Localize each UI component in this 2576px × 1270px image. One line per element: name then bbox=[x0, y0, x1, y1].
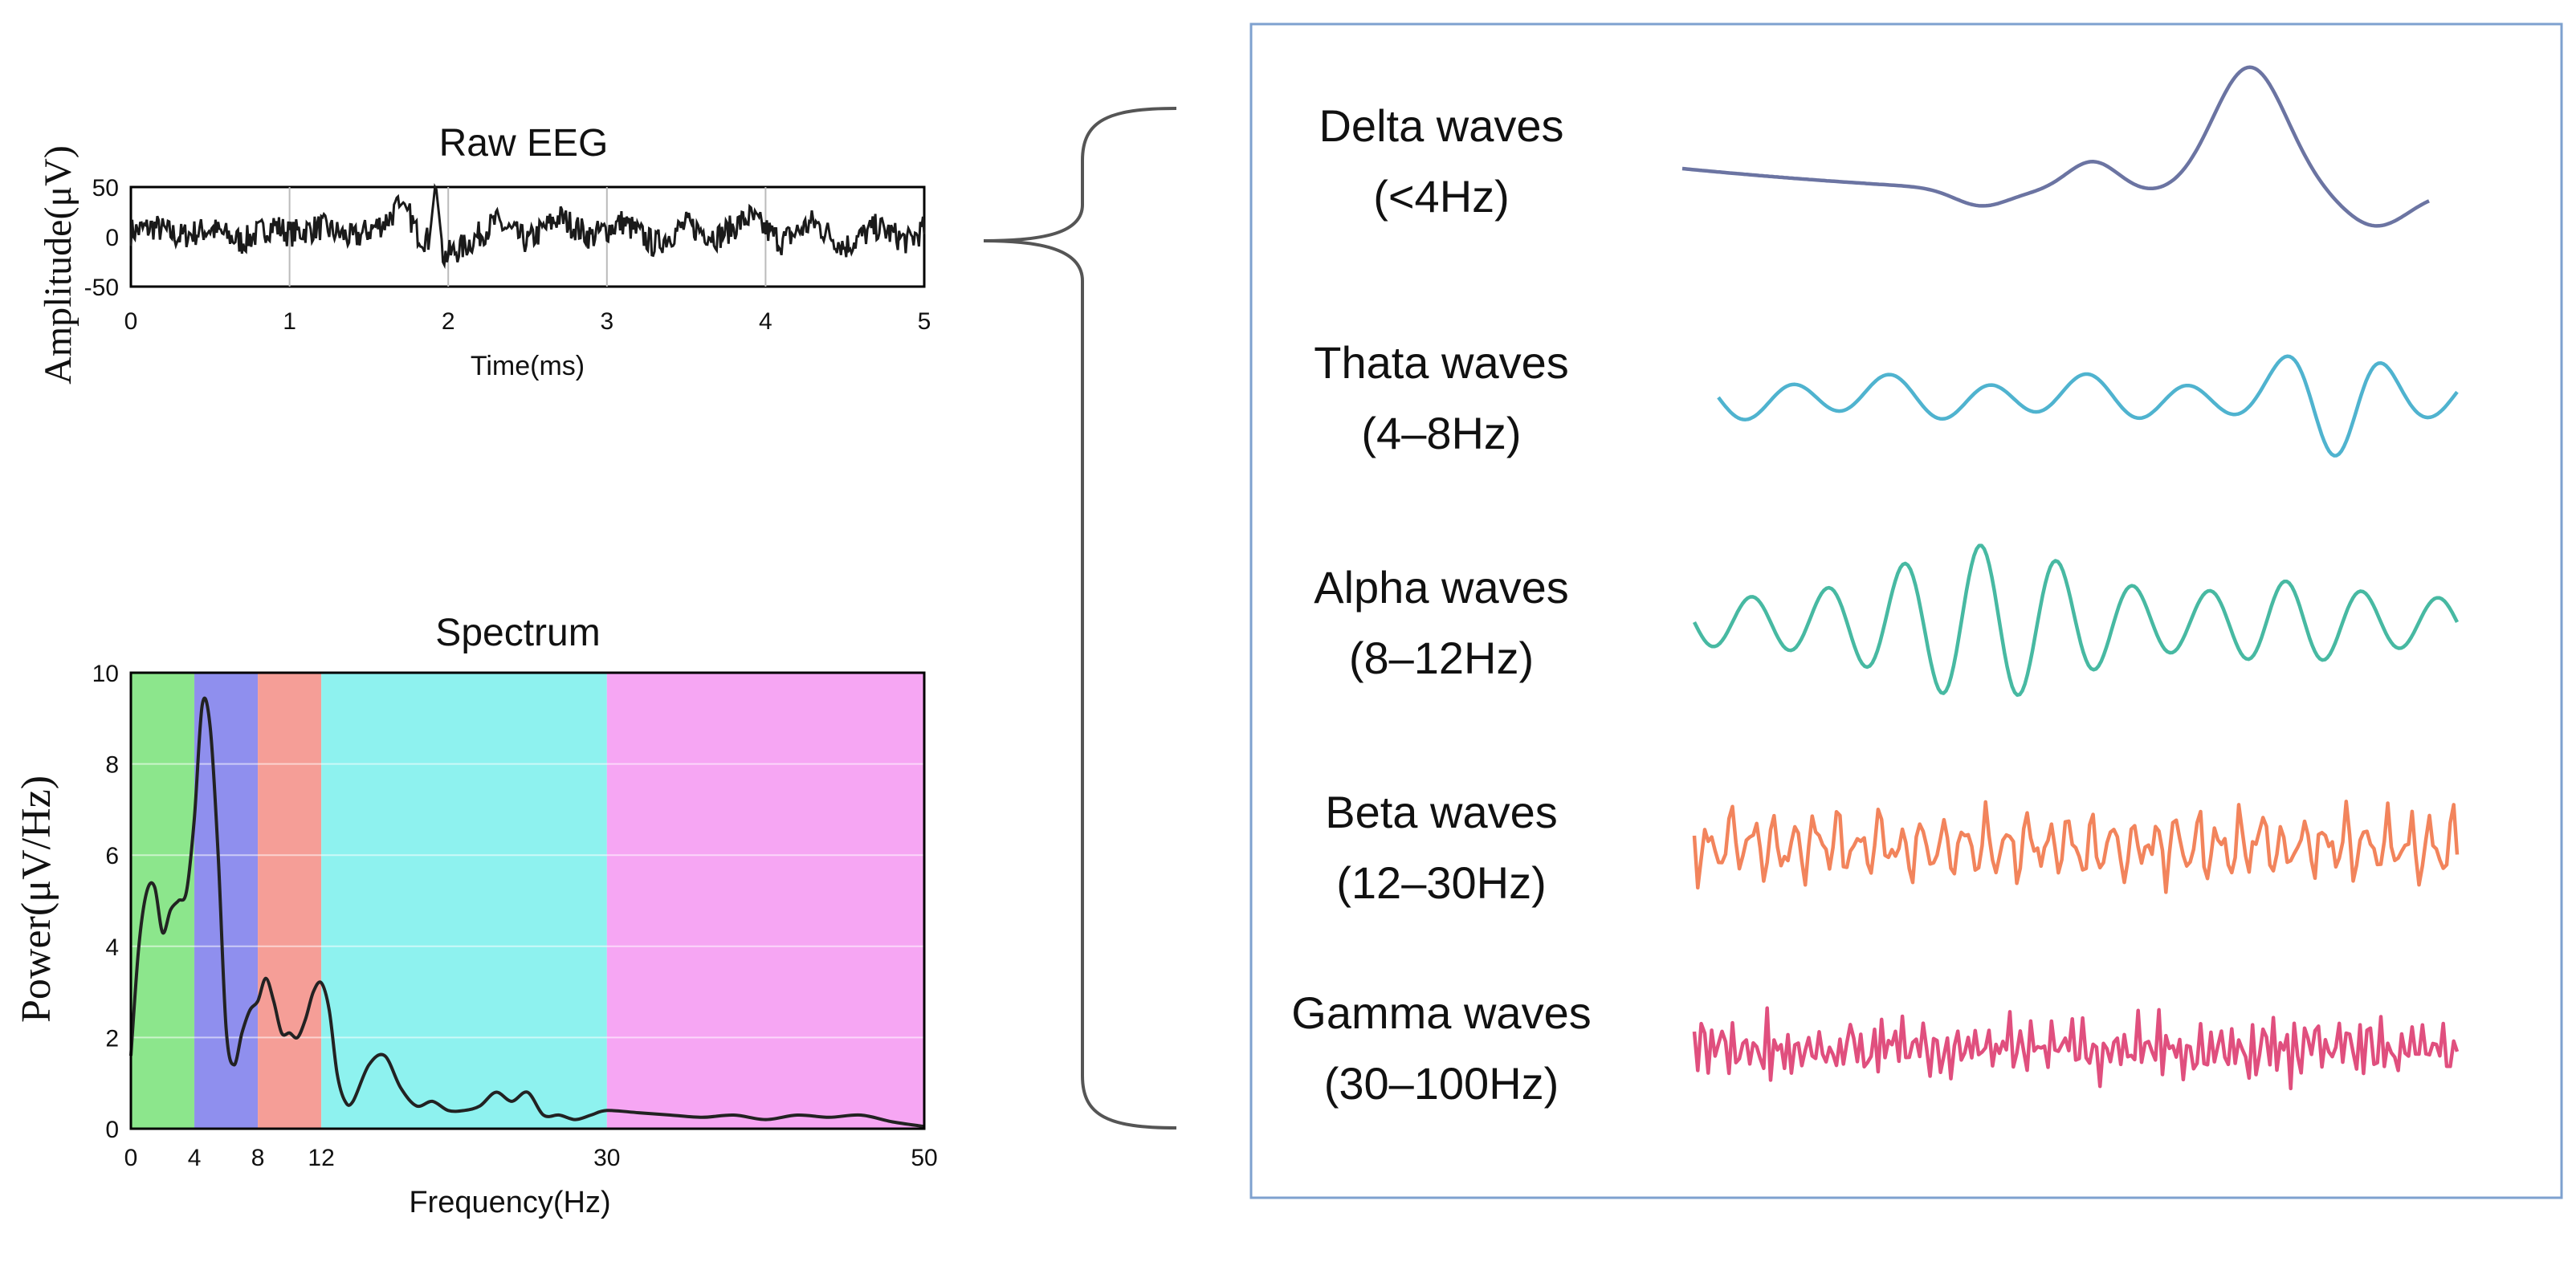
raw-eeg-x-tick-label: 3 bbox=[600, 308, 613, 335]
spectrum-band bbox=[606, 673, 924, 1129]
wave-row-gamma: Gamma waves (30–100Hz) bbox=[1291, 987, 2460, 1109]
raw-eeg-x-tick-label: 4 bbox=[759, 308, 772, 335]
wave-range-label: (4–8Hz) bbox=[1361, 408, 1521, 458]
spectrum-plot-frame bbox=[129, 671, 926, 1130]
spectrum-y-tick-label: 6 bbox=[105, 843, 119, 869]
wave-row-delta: Delta waves (<4Hz) bbox=[1319, 65, 2430, 228]
raw-eeg-x-tick-label: 5 bbox=[918, 308, 931, 335]
spectrum-band bbox=[194, 673, 259, 1129]
wave-row-theta: Thata waves (4–8Hz) bbox=[1314, 337, 2459, 458]
spectrum-x-tick-label: 0 bbox=[124, 1145, 138, 1171]
spectrum-x-ticks: 0 4 8 12 30 50 bbox=[124, 1145, 938, 1171]
wave-types-list: Delta waves (<4Hz) Thata waves (4–8Hz) Alpha… bbox=[1291, 65, 2460, 1109]
spectrum-title: Spectrum bbox=[435, 612, 600, 654]
wave-name-label: Delta waves bbox=[1319, 100, 1563, 151]
wave-name-label: Beta waves bbox=[1325, 787, 1558, 837]
spectrum-band bbox=[258, 673, 322, 1129]
wave-range-label: (<4Hz) bbox=[1373, 171, 1510, 222]
spectrum-y-tick-label: 0 bbox=[105, 1117, 119, 1143]
spectrum-band bbox=[321, 673, 607, 1129]
wave-trace-theta bbox=[1717, 354, 2459, 458]
wave-trace-gamma bbox=[1692, 1006, 2460, 1091]
wave-name-label: Gamma waves bbox=[1291, 987, 1591, 1038]
wave-name-label: Alpha waves bbox=[1314, 562, 1569, 613]
wave-range-label: (8–12Hz) bbox=[1349, 633, 1534, 683]
raw-eeg-signal-line bbox=[129, 183, 926, 270]
raw-eeg-x-tick-label: 0 bbox=[124, 308, 138, 335]
spectrum-y-ticks: 0 2 4 6 8 10 bbox=[92, 661, 119, 1143]
spectrum-power-line bbox=[129, 696, 925, 1129]
wave-row-beta: Beta waves (12–30Hz) bbox=[1325, 787, 2460, 908]
raw-eeg-x-tick-label: 1 bbox=[283, 308, 296, 335]
spectrum-y-tick-label: 2 bbox=[105, 1025, 119, 1052]
wave-trace-beta bbox=[1692, 800, 2460, 894]
raw-eeg-y-tick-label: -50 bbox=[84, 275, 119, 301]
wave-trace-delta bbox=[1681, 65, 2430, 228]
spectrum-bands bbox=[131, 673, 924, 1129]
spectrum-y-tick-label: 8 bbox=[105, 752, 119, 779]
spectrum-y-tick-label: 10 bbox=[92, 661, 119, 687]
spectrum-grid bbox=[131, 763, 924, 1039]
raw-eeg-x-tick-label: 2 bbox=[442, 308, 455, 335]
raw-eeg-y-tick-label: 50 bbox=[92, 175, 119, 201]
raw-eeg-y-tick-label: 0 bbox=[105, 225, 119, 251]
spectrum-y-tick-label: 4 bbox=[105, 934, 119, 961]
raw-eeg-xlabel: Time(ms) bbox=[471, 351, 585, 381]
wave-types-panel bbox=[1249, 22, 2563, 1199]
spectrum-x-tick-label: 8 bbox=[251, 1145, 265, 1171]
curly-brace bbox=[983, 107, 1177, 1130]
wave-row-alpha: Alpha waves (8–12Hz) bbox=[1314, 543, 2460, 698]
raw-eeg-y-ticks: 50 0 -50 bbox=[84, 175, 119, 301]
spectrum-x-tick-label: 30 bbox=[593, 1145, 620, 1171]
raw-eeg-x-ticks: 0 1 2 3 4 5 bbox=[124, 308, 931, 335]
spectrum-x-tick-label: 50 bbox=[911, 1145, 937, 1171]
spectrum-ylabel: Power(μV/Hz) bbox=[14, 775, 59, 1023]
spectrum-chart: Spectrum 0 4 8 12 30 50 0 2 4 6 8 10 Frequency(Hz)… bbox=[14, 612, 938, 1219]
spectrum-xlabel: Frequency(Hz) bbox=[409, 1186, 610, 1219]
wave-trace-alpha bbox=[1692, 543, 2460, 698]
spectrum-x-tick-label: 4 bbox=[188, 1145, 202, 1171]
spectrum-band bbox=[131, 673, 195, 1129]
wave-range-label: (12–30Hz) bbox=[1336, 857, 1546, 908]
raw-eeg-title: Raw EEG bbox=[439, 122, 609, 165]
wave-name-label: Thata waves bbox=[1314, 337, 1569, 388]
spectrum-x-tick-label: 12 bbox=[308, 1145, 334, 1171]
raw-eeg-ylabel: Amplitude(μV) bbox=[37, 145, 79, 385]
wave-range-label: (30–100Hz) bbox=[1324, 1058, 1559, 1109]
